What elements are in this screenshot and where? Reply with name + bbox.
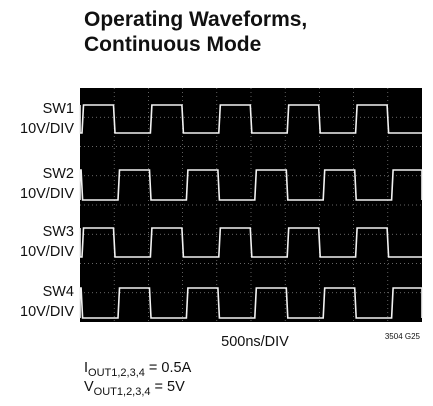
value: = 5V: [151, 379, 186, 395]
channel-name: SW2: [43, 166, 74, 182]
channel-scale: 10V/DIV: [20, 121, 74, 137]
channel-labels: SW1 10V/DIV SW2 10V/DIV SW3 10V/DIV SW4 10V/DIV: [20, 101, 74, 320]
symbol: V: [84, 379, 94, 395]
title-line: Continuous Mode: [84, 33, 261, 56]
channel-scale: 10V/DIV: [20, 186, 74, 202]
channel-scale: 10V/DIV: [20, 304, 74, 320]
channel-scale: 10V/DIV: [20, 244, 74, 260]
channel-name: SW3: [43, 224, 74, 240]
figure: Operating Waveforms, Continuous Mode SW1…: [0, 0, 433, 401]
channel-name: SW4: [43, 284, 74, 300]
subscript: OUT1,2,3,4: [88, 367, 145, 379]
channel-name: SW1: [43, 101, 74, 117]
subscript: OUT1,2,3,4: [94, 386, 151, 398]
condition: IOUT1,2,3,4 = 0.5A: [84, 360, 192, 379]
value: = 0.5A: [145, 360, 192, 376]
figure-id: 3504 G25: [385, 332, 421, 341]
time-scale: 500ns/DIV: [221, 334, 289, 350]
title-line: Operating Waveforms,: [84, 8, 307, 31]
condition: VOUT1,2,3,4 = 5V: [84, 379, 185, 398]
